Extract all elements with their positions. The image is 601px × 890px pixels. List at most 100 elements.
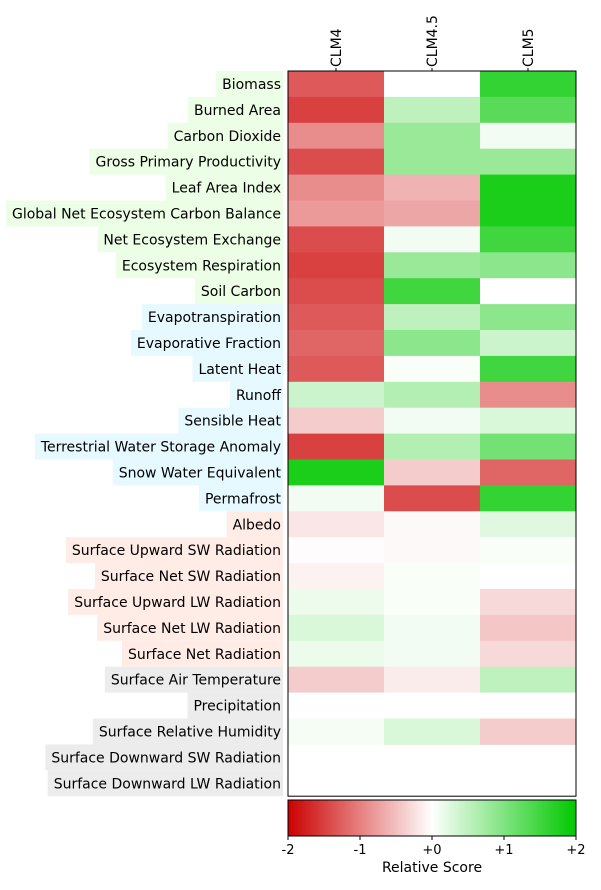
row-label: Global Net Ecosystem Carbon Balance	[12, 206, 281, 222]
heatmap-cell	[288, 563, 385, 590]
column-label: CLM4.5	[425, 15, 441, 67]
row-label-background	[68, 589, 283, 615]
heatmap-cell	[480, 148, 577, 176]
row-label: Net Ecosystem Exchange	[103, 232, 281, 248]
row-label: Snow Water Equivalent	[119, 465, 282, 481]
heatmap-cell	[384, 718, 481, 745]
heatmap-cell	[480, 200, 577, 227]
heatmap-cell	[480, 304, 577, 331]
row-label-background	[112, 459, 283, 486]
row-label: Leaf Area Index	[172, 181, 281, 197]
row-label-background	[198, 485, 283, 512]
heatmap-cell	[384, 589, 481, 616]
heatmap-cell	[384, 459, 481, 486]
row-label-background	[65, 537, 283, 564]
heatmap-cell	[480, 407, 577, 435]
row-label-background	[104, 666, 283, 693]
row-label-background	[97, 614, 283, 641]
heatmap-cell	[288, 640, 385, 668]
heatmap-cell	[288, 252, 385, 279]
row-label-background	[226, 511, 283, 538]
row-label-background	[115, 252, 283, 279]
row-label: Ecosystem Respiration	[122, 258, 281, 274]
heatmap-cell	[384, 666, 481, 694]
heatmap-cell	[384, 381, 481, 409]
heatmap-cell	[384, 71, 481, 98]
colorbar-tick-label: +0	[422, 843, 441, 858]
heatmap-cell	[480, 537, 577, 564]
heatmap-cell	[480, 459, 577, 486]
row-label-background	[45, 744, 283, 771]
colorbar-tick-label: +2	[566, 843, 585, 858]
heatmap-cell	[288, 122, 385, 150]
row-label: Surface Net Radiation	[128, 647, 281, 663]
heatmap-cell	[384, 226, 481, 253]
row-label: Permafrost	[205, 491, 282, 507]
heatmap-cell	[288, 666, 385, 694]
row-label: Surface Air Temperature	[111, 673, 281, 689]
row-label-background	[187, 692, 283, 719]
row-label: Biomass	[222, 77, 281, 93]
row-label: Albedo	[233, 517, 281, 533]
heatmap-cell	[480, 692, 577, 719]
colorbar-tick-label: +1	[494, 843, 513, 858]
row-label: Evapotranspiration	[148, 310, 281, 326]
heatmap-cell	[384, 485, 481, 512]
row-label-background	[94, 563, 283, 589]
heatmap-cell	[288, 718, 385, 745]
heatmap-cell	[480, 485, 577, 512]
row-label-background	[178, 407, 283, 434]
heatmap-cell	[288, 174, 385, 201]
heatmap-cell	[384, 174, 481, 201]
row-label: Surface Net SW Radiation	[101, 569, 281, 585]
heatmap-cell	[288, 537, 385, 564]
heatmap-cell	[288, 381, 385, 409]
heatmap-cell	[480, 381, 577, 409]
row-label: Surface Downward LW Radiation	[54, 776, 281, 792]
heatmap-cell	[384, 433, 481, 460]
row-label-background	[194, 278, 283, 305]
row-label-background	[47, 770, 283, 797]
colorbar	[287, 799, 577, 837]
row-label: Gross Primary Productivity	[96, 155, 281, 171]
row-label: Runoff	[236, 388, 281, 404]
heatmap-cell	[384, 278, 481, 305]
heatmap-cell	[384, 692, 481, 719]
heatmap-cell	[480, 511, 577, 538]
heatmap-cell	[480, 589, 577, 616]
heatmap-cell	[288, 96, 385, 124]
heatmap-cell	[384, 563, 481, 590]
row-label-background	[229, 381, 283, 408]
heatmap-cell	[384, 304, 481, 331]
column-label: CLM4	[329, 28, 345, 67]
row-label-background	[187, 96, 283, 123]
heatmap-cell	[384, 96, 481, 124]
heatmap-cell	[480, 666, 577, 694]
row-label-background	[97, 226, 283, 253]
row-label-background	[192, 355, 283, 382]
heatmap-cell	[288, 433, 385, 460]
colorbar-tick-label: -1	[354, 843, 367, 858]
heatmap-cell	[384, 200, 481, 227]
heatmap-cell	[480, 563, 577, 590]
heatmap-cell	[288, 304, 385, 331]
heatmap-cell	[288, 589, 385, 616]
row-label: Surface Upward SW Radiation	[72, 543, 281, 559]
row-label: Precipitation	[193, 699, 281, 715]
row-label: Sensible Heat	[184, 414, 281, 430]
heatmap-cell	[288, 330, 385, 357]
row-label-background	[89, 148, 283, 175]
heatmap-cell	[288, 148, 385, 176]
row-label: Carbon Dioxide	[174, 129, 281, 145]
row-label-background	[5, 200, 283, 227]
heatmap-cell	[288, 71, 385, 98]
heatmap-cell	[384, 614, 481, 642]
row-label-background	[165, 174, 283, 201]
heatmap-cell	[288, 459, 385, 486]
heatmap-cell	[288, 692, 385, 719]
heatmap-cell	[384, 330, 481, 357]
heatmap-cell	[480, 96, 577, 124]
row-label-background	[141, 304, 283, 330]
row-label: Surface Downward SW Radiation	[51, 750, 281, 766]
